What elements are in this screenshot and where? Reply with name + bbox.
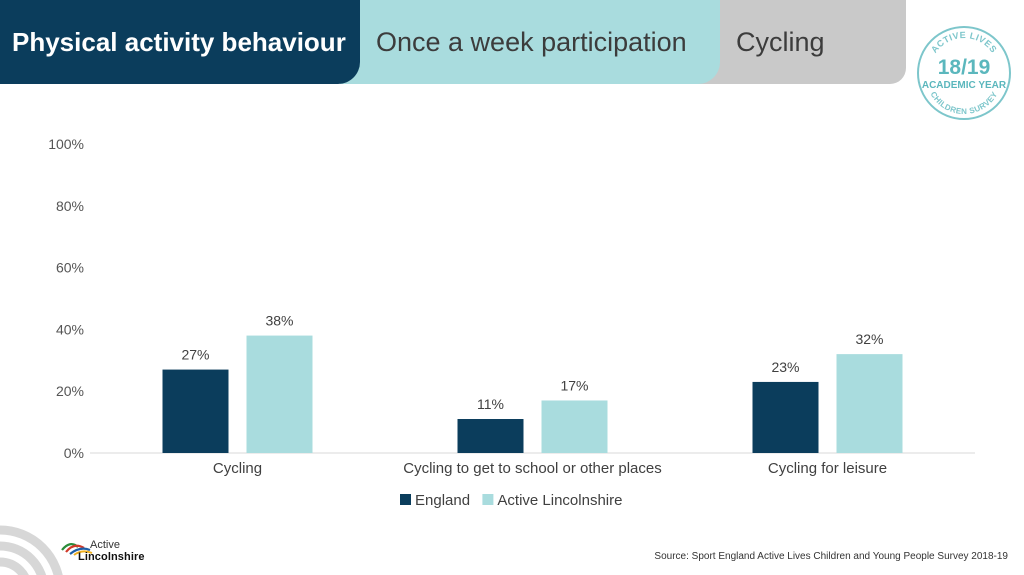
y-tick-label: 80%: [56, 198, 84, 214]
y-tick-label: 0%: [64, 445, 84, 461]
active-lincolnshire-logo: Active Lincolnshire: [58, 538, 168, 572]
bar: [752, 381, 819, 453]
legend-label: Active Lincolnshire: [497, 492, 622, 509]
category-label: Cycling for leisure: [768, 460, 887, 477]
active-lives-badge: ACTIVE LIVES 18/19 ACADEMIC YEAR CHILDRE…: [917, 26, 1011, 120]
data-label: 38%: [265, 313, 293, 329]
y-tick-label: 100%: [48, 136, 84, 152]
bar: [541, 400, 608, 453]
legend-swatch: [400, 494, 411, 505]
bar: [162, 369, 229, 453]
decorative-arcs: [0, 525, 63, 575]
legend-swatch: [482, 494, 494, 505]
data-label: 32%: [855, 331, 883, 347]
data-label: 23%: [771, 359, 799, 375]
y-tick-label: 20%: [56, 383, 84, 399]
y-tick-label: 40%: [56, 321, 84, 337]
data-label: 17%: [560, 377, 588, 393]
badge-years: 18/19: [938, 56, 991, 79]
data-label: 27%: [181, 347, 209, 363]
tab-physical-activity[interactable]: Physical activity behaviour: [0, 0, 360, 84]
legend-label: England: [415, 492, 470, 509]
bar: [246, 335, 313, 453]
bar: [836, 354, 903, 453]
category-label: Cycling to get to school or other places: [403, 460, 661, 477]
tab-cycling-label: Cycling: [736, 26, 825, 57]
data-label: 11%: [477, 396, 504, 412]
tab-cycling[interactable]: Cycling: [690, 0, 906, 84]
bar-chart: 0% 20% 40% 60% 80% 100% 27% 38% Cycling 11% 17% Cyc…: [48, 136, 975, 509]
y-tick-label: 60%: [56, 260, 84, 276]
tab-physical-activity-label: Physical activity behaviour: [12, 26, 346, 57]
bar: [457, 419, 524, 453]
logo-swoosh-icon: [61, 543, 93, 556]
category-label: Cycling: [213, 460, 262, 477]
tab-once-a-week-label: Once a week participation: [376, 26, 687, 57]
source-note: Source: Sport England Active Lives Child…: [654, 551, 1008, 562]
badge-academic-year: ACADEMIC YEAR: [922, 80, 1007, 91]
logo-text-lincolnshire: Lincolnshire: [78, 551, 145, 563]
tab-once-a-week[interactable]: Once a week participation: [340, 0, 720, 84]
logo-text-active: Active: [90, 539, 120, 551]
